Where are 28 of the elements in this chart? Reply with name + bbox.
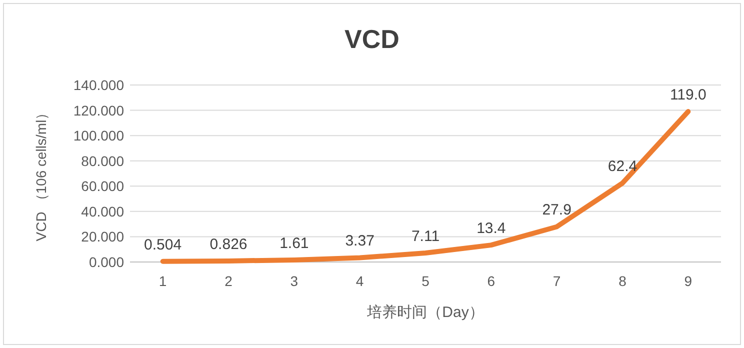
data-label: 1.61 <box>280 234 309 252</box>
y-axis-title: VCD （106 cells/ml） <box>33 106 49 242</box>
x-tick-label: 1 <box>158 273 167 289</box>
y-tick-label: 140.000 <box>73 77 124 93</box>
x-tick-label: 7 <box>552 273 561 289</box>
data-label: 119.0 <box>670 86 706 104</box>
x-tick-label: 4 <box>356 273 364 289</box>
x-tick-label: 8 <box>618 273 627 289</box>
data-label: 0.504 <box>144 236 182 254</box>
y-tick-label: 80.000 <box>81 152 124 169</box>
data-label: 27.9 <box>542 202 572 219</box>
data-label: 3.37 <box>345 232 374 250</box>
x-axis-title: 培养时间（Day） <box>366 304 484 321</box>
chart-title: VCD <box>344 24 400 54</box>
y-tick-label: 60.000 <box>81 178 124 194</box>
data-label: 13.4 <box>476 220 506 238</box>
y-tick-label: 120.000 <box>73 102 124 118</box>
y-tick-label: 40.000 <box>81 203 124 220</box>
y-tick-label: 20.000 <box>81 228 124 245</box>
data-label: 7.11 <box>411 228 440 246</box>
x-tick-label: 9 <box>684 273 692 289</box>
y-tick-label: 100.000 <box>73 128 124 144</box>
data-label: 0.826 <box>210 236 248 253</box>
x-tick-label: 3 <box>290 273 298 289</box>
x-tick-label: 6 <box>487 273 496 289</box>
x-tick-label: 5 <box>422 273 430 289</box>
x-tick-label: 2 <box>224 273 233 289</box>
y-tick-label: 0.000 <box>88 254 124 270</box>
